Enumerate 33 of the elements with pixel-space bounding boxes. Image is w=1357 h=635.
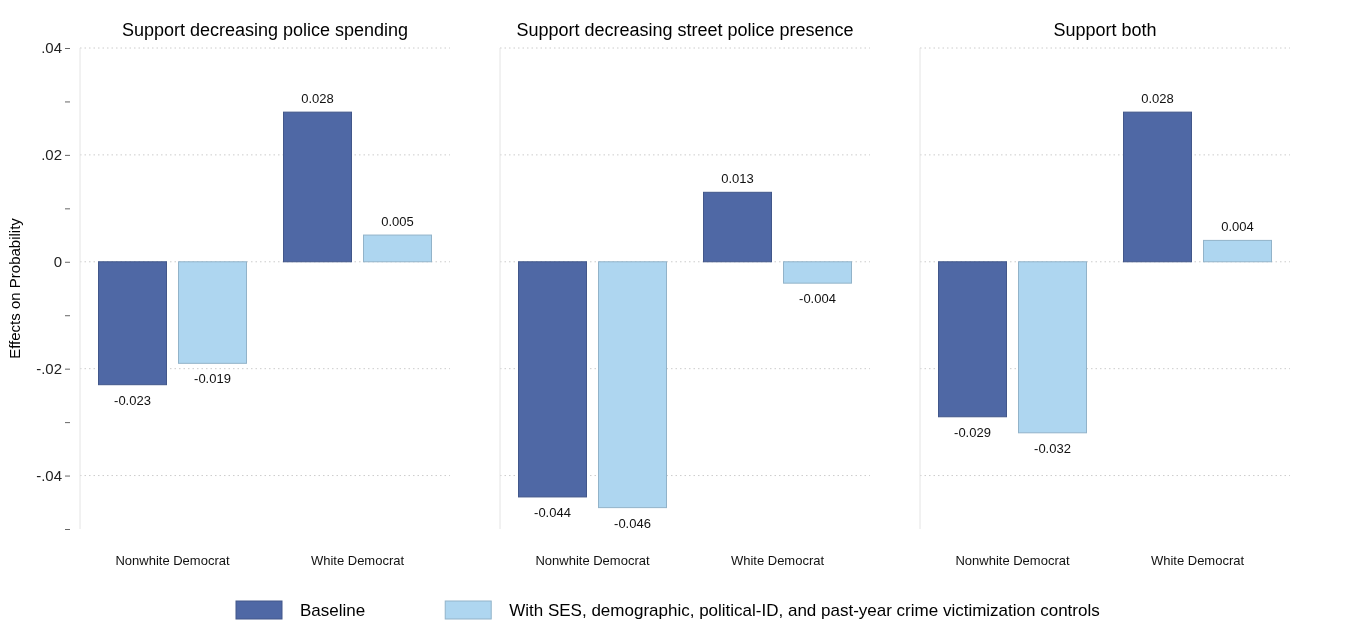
- chart-title: Support both: [1053, 20, 1157, 40]
- y-axis-title: Effects on Probability: [6, 217, 23, 359]
- x-tick-label: White Democrat: [310, 553, 405, 569]
- y-tick-label: .04: [41, 39, 62, 57]
- data-label: -0.029: [954, 424, 991, 440]
- chart-title: Support decreasing police spending: [121, 20, 409, 40]
- x-tick-label: White Democrat: [1150, 553, 1245, 569]
- y-tick-label: .02: [41, 146, 62, 164]
- bar: [98, 261, 167, 386]
- x-tick-label: Nonwhite Democrat: [955, 553, 1070, 569]
- bar: [283, 111, 352, 263]
- data-label: 0.013: [721, 171, 754, 187]
- data-label: 0.004: [1221, 219, 1254, 235]
- data-label: 0.028: [1141, 91, 1174, 107]
- y-tick-label: -.02: [36, 359, 62, 377]
- legend-label: Baseline: [300, 601, 366, 620]
- data-label: -0.046: [614, 515, 651, 531]
- data-label: -0.004: [799, 291, 836, 307]
- data-label: -0.023: [114, 392, 151, 408]
- data-label: 0.005: [381, 214, 414, 230]
- x-tick-label: Nonwhite Democrat: [115, 553, 230, 569]
- chart-title: Support decreasing street police presence: [516, 20, 854, 40]
- legend-label: With SES, demographic, political-ID, and past-year crime victimization controls: [509, 601, 1100, 620]
- data-label: -0.032: [1034, 440, 1071, 456]
- data-label: -0.044: [534, 504, 571, 520]
- y-tick-label: 0: [53, 253, 62, 271]
- x-tick-label: Nonwhite Democrat: [535, 553, 650, 569]
- data-label: -0.019: [194, 371, 231, 387]
- y-tick-label: -.04: [36, 466, 62, 484]
- bar: [178, 261, 247, 364]
- x-tick-label: White Democrat: [730, 553, 825, 569]
- data-label: 0.028: [301, 91, 334, 107]
- bar: [363, 234, 432, 263]
